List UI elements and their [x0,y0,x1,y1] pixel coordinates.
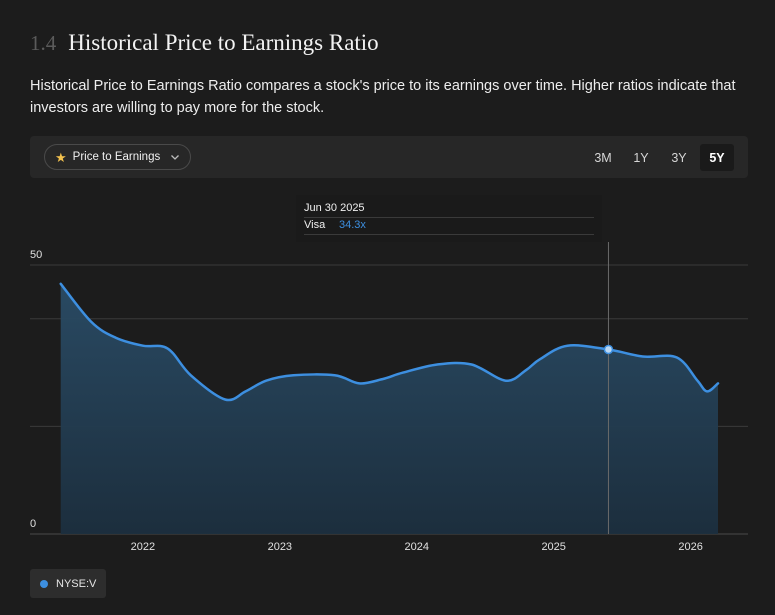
section-title: Historical Price to Earnings Ratio [68,30,379,55]
tooltip-date: Jun 30 2025 [304,202,365,214]
tooltip-series-name: Visa [304,219,326,231]
range-selector: 3M 1Y 3Y 5Y [586,144,734,171]
x-tick-label: 2022 [131,541,155,553]
x-tick-label: 2024 [405,541,429,553]
x-tick-label: 2026 [678,541,702,553]
section-description: Historical Price to Earnings Ratio compa… [30,78,736,116]
range-3m-button[interactable]: 3M [594,150,612,165]
metric-select[interactable]: ★ Price to Earnings [44,144,192,170]
y-tick-label: 50 [30,249,42,261]
pe-chart[interactable]: 50 0 2022 2023 2024 2025 2026 [0,186,775,566]
tooltip-series-value: 34.3x [339,219,366,231]
area-fill [60,283,718,534]
star-icon: ★ [55,149,67,165]
pe-chart-svg: 50 0 2022 2023 2024 2025 2026 [30,242,748,553]
range-1y-button[interactable]: 1Y [633,150,649,165]
range-3y-button[interactable]: 3Y [671,150,687,165]
chart-toolbar: ★ Price to Earnings 3M 1Y 3Y 5Y [30,136,748,178]
legend-label: NYSE:V [56,577,97,590]
metric-select-label: Price to Earnings [72,151,161,163]
chevron-down-icon [171,155,180,160]
range-5y-button[interactable]: 5Y [700,144,734,171]
tooltip-divider [304,234,594,235]
x-tick-label: 2023 [268,541,292,553]
x-tick-label: 2025 [541,541,565,553]
tooltip-divider [304,217,594,218]
section-header: 1.4 Historical Price to Earnings Ratio [30,30,379,56]
legend-item[interactable]: NYSE:V [30,569,107,598]
highlight-point [603,344,614,355]
legend-dot [40,579,48,588]
chart-tooltip: Jun 30 2025 Visa 34.3x [296,195,602,242]
section-number: 1.4 [30,31,57,55]
series-line [59,282,720,402]
y-tick-label: 0 [30,518,36,530]
